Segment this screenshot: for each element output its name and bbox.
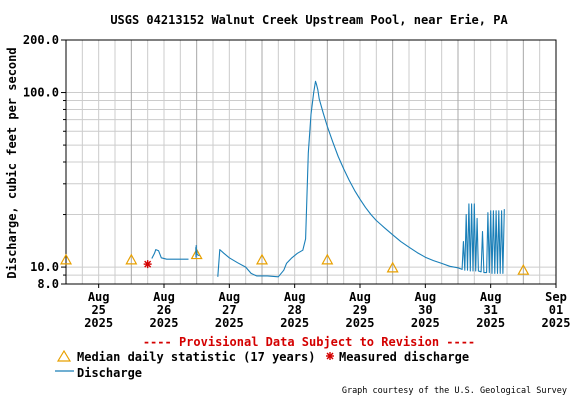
x-tick-label: 25 xyxy=(91,303,105,317)
median-legend-icon xyxy=(56,349,72,362)
measured-legend-label: Measured discharge xyxy=(339,350,469,364)
median-daily-markers xyxy=(59,248,530,275)
x-tick-label: Aug xyxy=(88,290,110,304)
x-tick-label: Aug xyxy=(480,290,502,304)
x-tick-label: Aug xyxy=(218,290,240,304)
x-tick-label: Aug xyxy=(414,290,436,304)
discharge-line-segment xyxy=(217,80,505,278)
median-daily-marker xyxy=(190,248,203,260)
x-tick-label: 2025 xyxy=(150,316,179,330)
x-tick-label: 2025 xyxy=(542,316,571,330)
y-tick-label: 100.0 xyxy=(23,86,59,100)
x-tick-label: 2025 xyxy=(411,316,440,330)
median-daily-marker xyxy=(125,253,138,265)
y-tick-label: 10.0 xyxy=(30,260,59,274)
discharge-series xyxy=(151,80,505,278)
x-tick-label: Sep xyxy=(545,290,567,304)
discharge-line-segment xyxy=(151,249,189,260)
x-tick-label: 27 xyxy=(222,303,236,317)
measured-discharge-marker xyxy=(143,260,152,269)
usgs-credit: Graph courtesy of the U.S. Geological Su… xyxy=(342,386,567,396)
chart-title: USGS 04213152 Walnut Creek Upstream Pool… xyxy=(110,13,508,27)
x-tick-label: 31 xyxy=(483,303,497,317)
y-tick-label: 200.0 xyxy=(23,33,59,47)
legend: Median daily statistic (17 years) Measur… xyxy=(55,349,469,380)
median-daily-marker xyxy=(255,253,269,265)
x-tick-label: Aug xyxy=(153,290,175,304)
x-axis-ticks: Aug252025Aug262025Aug272025Aug282025Aug2… xyxy=(84,284,570,330)
median-daily-marker xyxy=(386,261,399,273)
x-tick-label: 28 xyxy=(287,303,301,317)
x-tick-label: Aug xyxy=(284,290,306,304)
x-tick-label: 26 xyxy=(157,303,171,317)
y-axis-label: Discharge, cubic feet per second xyxy=(5,47,19,278)
discharge-legend-label: Discharge xyxy=(77,366,142,380)
y-tick-label: 8.0 xyxy=(37,277,59,291)
x-tick-label: Aug xyxy=(349,290,371,304)
x-tick-label: 2025 xyxy=(215,316,244,330)
x-tick-label: 2025 xyxy=(84,316,113,330)
x-tick-label: 2025 xyxy=(346,316,375,330)
median-legend-label: Median daily statistic (17 years) xyxy=(77,350,315,364)
median-daily-marker xyxy=(59,253,73,265)
x-tick-label: 29 xyxy=(353,303,367,317)
measured-legend-icon xyxy=(326,352,334,360)
measured-discharge-markers xyxy=(143,260,152,269)
x-tick-label: 01 xyxy=(549,303,563,317)
median-daily-marker xyxy=(517,263,530,275)
x-tick-label: 30 xyxy=(418,303,432,317)
discharge-line-segment xyxy=(195,244,200,258)
x-tick-label: 2025 xyxy=(280,316,309,330)
y-axis-ticks: 8.0 10.0 100.0 200.0 xyxy=(23,33,66,291)
median-daily-marker xyxy=(321,253,334,265)
x-tick-label: 2025 xyxy=(476,316,505,330)
provisional-note: ---- Provisional Data Subject to Revisio… xyxy=(143,335,475,349)
